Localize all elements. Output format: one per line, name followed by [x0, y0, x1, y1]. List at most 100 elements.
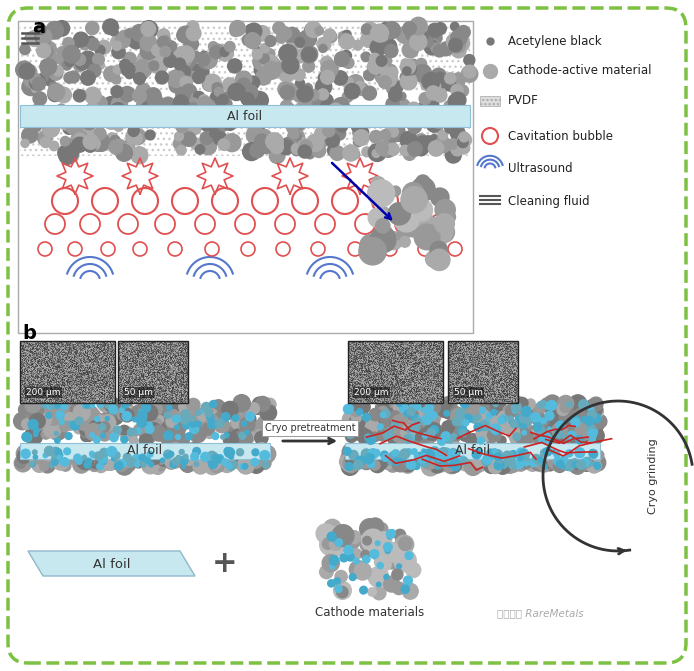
Circle shape: [50, 112, 60, 122]
Circle shape: [21, 449, 30, 458]
Circle shape: [352, 452, 368, 468]
Circle shape: [487, 428, 501, 442]
Circle shape: [62, 146, 79, 163]
Circle shape: [330, 538, 342, 550]
Circle shape: [498, 417, 505, 422]
Circle shape: [94, 452, 103, 460]
Circle shape: [112, 96, 128, 112]
Circle shape: [201, 119, 210, 128]
Circle shape: [52, 403, 62, 413]
Circle shape: [581, 417, 587, 423]
Circle shape: [375, 64, 386, 75]
Circle shape: [100, 415, 116, 431]
Circle shape: [485, 400, 498, 413]
Circle shape: [74, 90, 85, 102]
Circle shape: [72, 456, 81, 464]
Circle shape: [199, 95, 209, 105]
Circle shape: [484, 429, 497, 443]
Circle shape: [461, 415, 470, 423]
Circle shape: [489, 460, 502, 474]
Circle shape: [509, 458, 513, 463]
Circle shape: [430, 113, 439, 123]
Circle shape: [348, 74, 364, 91]
Circle shape: [408, 435, 413, 440]
Circle shape: [230, 26, 240, 36]
Circle shape: [491, 431, 500, 440]
Circle shape: [128, 429, 135, 436]
Circle shape: [370, 227, 396, 252]
Circle shape: [587, 459, 601, 473]
Circle shape: [33, 92, 46, 105]
Circle shape: [403, 67, 411, 75]
Circle shape: [496, 450, 513, 468]
Circle shape: [332, 578, 341, 587]
Circle shape: [380, 413, 391, 424]
Circle shape: [556, 421, 565, 430]
Circle shape: [401, 187, 428, 213]
Circle shape: [42, 398, 59, 415]
Circle shape: [29, 454, 44, 468]
Circle shape: [148, 94, 163, 109]
Circle shape: [516, 457, 523, 464]
Circle shape: [586, 402, 603, 419]
Circle shape: [400, 456, 416, 472]
Circle shape: [85, 457, 94, 466]
Circle shape: [435, 452, 444, 461]
Circle shape: [55, 417, 63, 425]
Circle shape: [25, 399, 42, 415]
Circle shape: [203, 403, 217, 417]
Circle shape: [251, 400, 265, 415]
Circle shape: [259, 457, 271, 470]
Circle shape: [487, 460, 496, 469]
Circle shape: [203, 446, 217, 460]
Circle shape: [171, 449, 179, 457]
Circle shape: [278, 140, 294, 155]
Circle shape: [429, 249, 450, 270]
Circle shape: [453, 32, 462, 40]
Circle shape: [224, 448, 231, 455]
Circle shape: [119, 147, 129, 156]
Circle shape: [27, 409, 43, 424]
Circle shape: [425, 408, 432, 414]
Circle shape: [183, 55, 192, 64]
Circle shape: [525, 417, 532, 423]
Circle shape: [232, 415, 239, 421]
Circle shape: [362, 147, 372, 157]
Circle shape: [368, 180, 395, 207]
Circle shape: [167, 402, 175, 410]
Circle shape: [49, 66, 63, 81]
Circle shape: [132, 405, 144, 418]
Circle shape: [409, 444, 425, 460]
Circle shape: [319, 72, 330, 83]
Circle shape: [361, 52, 371, 62]
Circle shape: [233, 395, 251, 412]
Circle shape: [400, 59, 416, 74]
Circle shape: [362, 426, 376, 440]
Circle shape: [49, 82, 58, 91]
Text: Al foil: Al foil: [93, 558, 130, 570]
Circle shape: [104, 66, 119, 82]
Circle shape: [339, 34, 355, 49]
Circle shape: [401, 444, 418, 461]
Circle shape: [251, 138, 260, 146]
Circle shape: [242, 34, 253, 46]
Circle shape: [421, 458, 439, 476]
Circle shape: [478, 456, 489, 467]
Circle shape: [103, 456, 118, 470]
Circle shape: [536, 461, 547, 472]
Circle shape: [409, 411, 414, 415]
Circle shape: [371, 432, 379, 441]
Circle shape: [293, 68, 305, 81]
Circle shape: [242, 446, 255, 460]
Circle shape: [106, 133, 119, 146]
Circle shape: [144, 105, 162, 122]
Circle shape: [362, 449, 371, 459]
Circle shape: [459, 429, 466, 437]
Circle shape: [418, 102, 427, 110]
Circle shape: [377, 407, 389, 418]
Circle shape: [138, 453, 153, 468]
Circle shape: [414, 142, 428, 156]
Circle shape: [271, 116, 282, 127]
Circle shape: [491, 446, 509, 464]
Circle shape: [383, 21, 400, 39]
